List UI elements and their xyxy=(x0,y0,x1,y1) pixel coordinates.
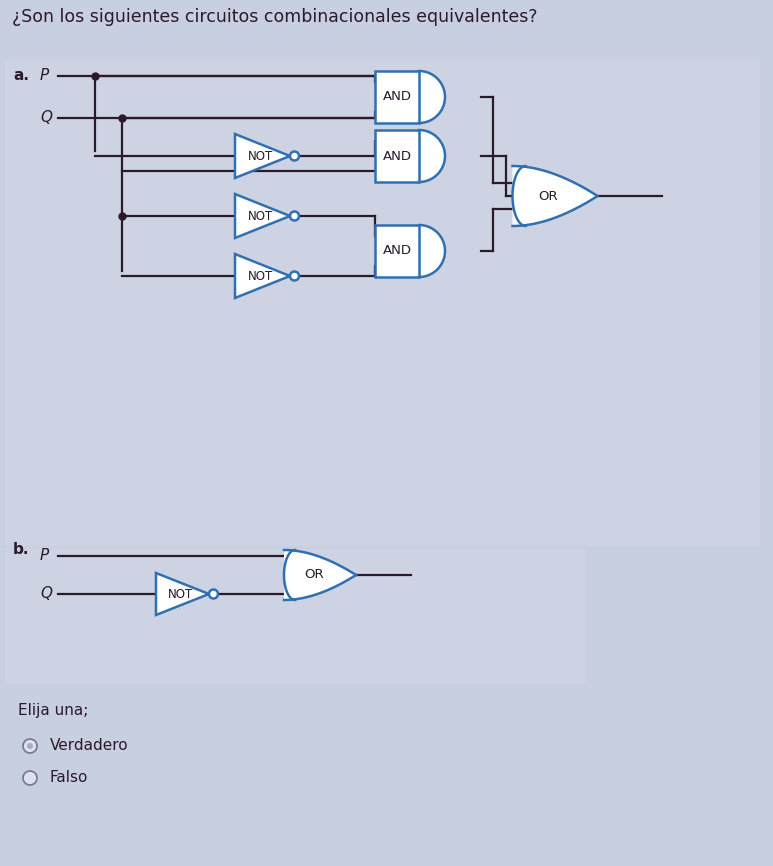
Polygon shape xyxy=(235,254,290,298)
Polygon shape xyxy=(156,573,209,615)
Circle shape xyxy=(27,743,33,749)
Text: Falso: Falso xyxy=(50,771,88,785)
Circle shape xyxy=(209,590,218,598)
Text: ¿Son los siguientes circuitos combinacionales equivalentes?: ¿Son los siguientes circuitos combinacio… xyxy=(12,8,537,26)
Circle shape xyxy=(290,272,299,281)
Polygon shape xyxy=(419,130,445,182)
Text: Elija una;: Elija una; xyxy=(18,703,88,719)
FancyBboxPatch shape xyxy=(375,71,419,123)
Polygon shape xyxy=(235,134,290,178)
FancyBboxPatch shape xyxy=(5,61,760,546)
Polygon shape xyxy=(512,166,598,226)
FancyBboxPatch shape xyxy=(5,549,585,684)
Text: Q: Q xyxy=(40,111,52,126)
Text: AND: AND xyxy=(383,244,411,257)
Polygon shape xyxy=(284,550,356,600)
Text: Q: Q xyxy=(40,586,52,602)
FancyBboxPatch shape xyxy=(375,225,419,277)
Polygon shape xyxy=(419,71,445,123)
Circle shape xyxy=(290,152,299,160)
Text: a.: a. xyxy=(13,68,29,83)
Text: b.: b. xyxy=(13,542,29,558)
Text: NOT: NOT xyxy=(248,210,274,223)
Text: P: P xyxy=(40,68,49,83)
Text: AND: AND xyxy=(383,91,411,104)
Circle shape xyxy=(23,771,37,785)
Polygon shape xyxy=(235,194,290,238)
Text: Verdadero: Verdadero xyxy=(50,739,128,753)
FancyBboxPatch shape xyxy=(375,130,419,182)
Text: NOT: NOT xyxy=(248,150,274,163)
Text: AND: AND xyxy=(383,150,411,163)
Text: P: P xyxy=(40,548,49,564)
Circle shape xyxy=(290,211,299,221)
Circle shape xyxy=(23,739,37,753)
Text: NOT: NOT xyxy=(169,587,193,600)
Polygon shape xyxy=(419,225,445,277)
Text: OR: OR xyxy=(538,190,558,203)
Text: NOT: NOT xyxy=(248,269,274,282)
Text: OR: OR xyxy=(305,568,324,581)
